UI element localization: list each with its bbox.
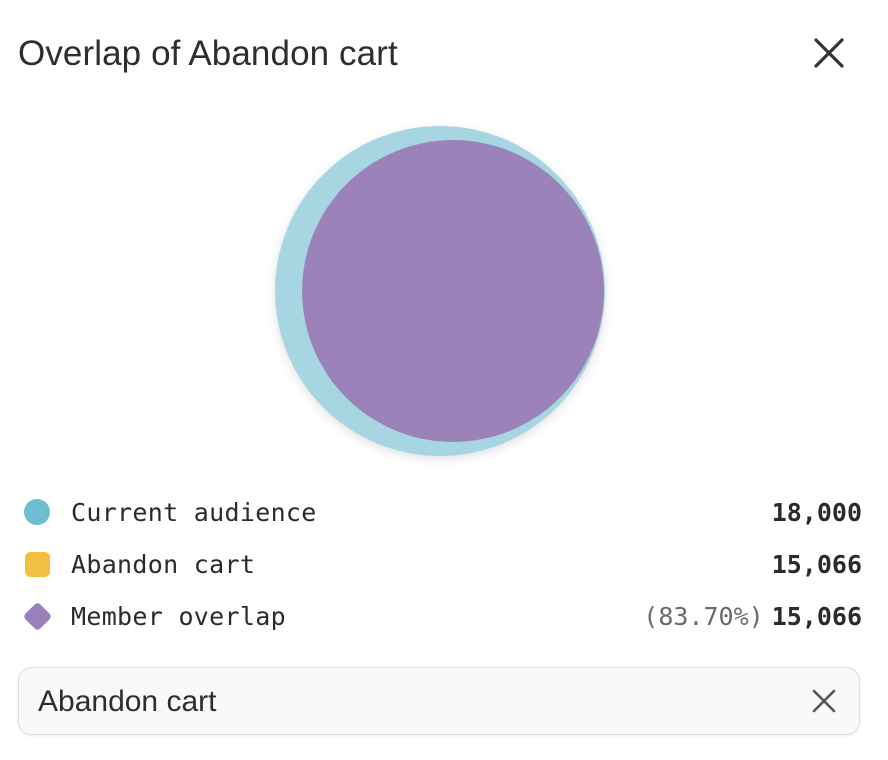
dialog-title: Overlap of Abandon cart <box>18 34 398 73</box>
abandon-cart-marker-icon <box>24 551 50 577</box>
selected-audience: Abandon cart <box>38 685 217 718</box>
legend-row-abandon-cart: Abandon cart 15,066 <box>22 538 862 590</box>
venn-member-overlap-circle <box>302 140 604 442</box>
legend-row-current-audience: Current audience 18,000 <box>22 486 862 538</box>
legend-value: 15,066 <box>771 601 862 631</box>
legend-label: Current audience <box>71 497 317 527</box>
current-audience-marker-icon <box>24 499 50 525</box>
close-icon <box>814 38 844 68</box>
legend-value: 18,000 <box>771 497 862 527</box>
legend-label: Abandon cart <box>71 549 256 579</box>
legend-row-member-overlap: Member overlap (83.70%) 15,066 <box>22 590 862 642</box>
overlap-percent: (83.70%) <box>643 601 764 631</box>
dialog-header: Overlap of Abandon cart <box>18 30 860 80</box>
member-overlap-marker-icon <box>22 601 52 631</box>
legend: Current audience 18,000 Abandon cart 15,… <box>22 486 862 642</box>
close-button[interactable] <box>812 36 846 70</box>
close-icon <box>812 689 836 713</box>
legend-label: Member overlap <box>71 601 286 631</box>
venn-diagram <box>275 126 605 456</box>
clear-selection-button[interactable] <box>811 688 837 714</box>
legend-value: 15,066 <box>771 549 862 579</box>
audience-selector[interactable]: Abandon cart <box>18 667 860 735</box>
